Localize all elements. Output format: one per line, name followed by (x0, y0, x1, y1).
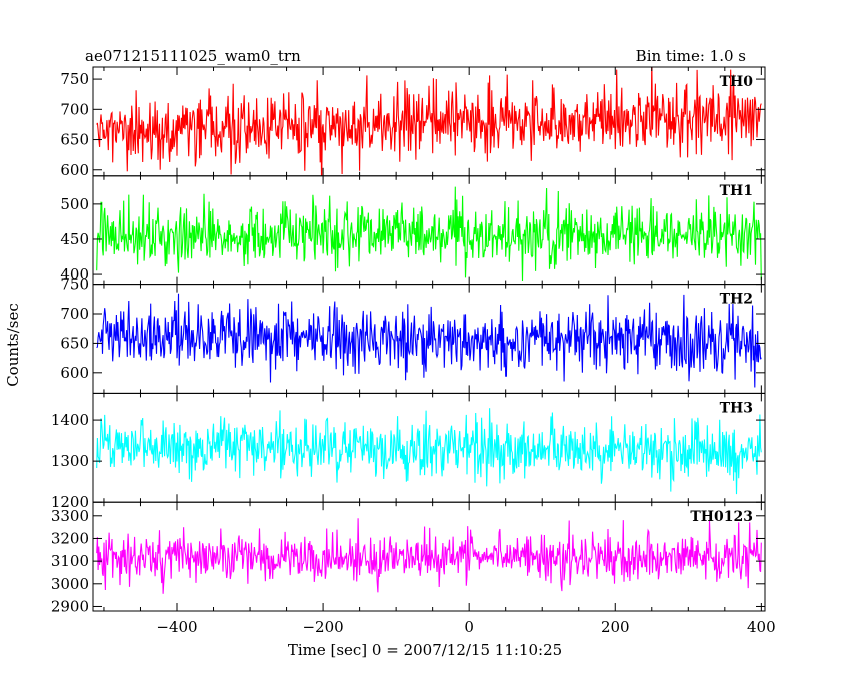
panel-th0123: 2900 3000 3100 3200 3300 TH0123 (51, 501, 766, 615)
y-tick-label: 400 (60, 265, 89, 283)
panels-group: 600 650 700 750 TH0 400 450 500 TH1 600 650 700 750 T… (51, 66, 766, 615)
y-tick-label: 700 (60, 100, 89, 118)
panel-label: TH0 (720, 74, 754, 90)
panel-label: TH3 (720, 400, 753, 416)
panel-frame (92, 66, 766, 177)
y-tick-label: 600 (60, 364, 89, 382)
panel-label: TH2 (720, 292, 753, 308)
y-tick-label: 650 (60, 334, 89, 352)
panel-label: TH1 (720, 183, 753, 199)
bin-time-label: Bin time: 1.0 s (636, 47, 746, 65)
panel-th1: 400 450 500 TH1 (60, 175, 766, 286)
y-axis-label: Counts/sec (4, 303, 22, 387)
panel-frame (92, 501, 766, 612)
x-tick-label: 200 (601, 618, 630, 636)
y-tick-label: 3300 (51, 507, 89, 525)
y-tick-label: 3100 (51, 552, 89, 570)
series-th3 (96, 408, 762, 495)
series-th0 (96, 67, 762, 176)
y-tick-label: 650 (60, 131, 89, 149)
y-tick-label: 500 (60, 195, 89, 213)
series-th1 (96, 186, 762, 282)
x-axis-label: Time [sec] 0 = 2007/12/15 11:10:25 (288, 641, 562, 659)
x-tick-label: −400 (156, 618, 197, 636)
y-tick-label: 450 (60, 230, 89, 248)
y-tick-label: 600 (60, 161, 89, 179)
y-tick-label: 700 (60, 305, 89, 323)
y-tick-label: 3000 (51, 575, 89, 593)
y-tick-label: 1400 (51, 411, 89, 429)
x-tick-label: −200 (302, 618, 343, 636)
y-tick-label: 3200 (51, 529, 89, 547)
x-axis: −400 −200 0 200 400 (156, 618, 775, 636)
x-tick-label: 0 (464, 618, 474, 636)
y-tick-label: 1200 (51, 493, 89, 511)
series-th0123 (96, 518, 762, 594)
panel-th2: 600 650 700 750 TH2 (60, 276, 766, 394)
panel-th3: 1200 1300 1400 TH3 (51, 392, 766, 511)
y-tick-label: 2900 (51, 597, 89, 615)
y-tick-label: 1300 (51, 452, 89, 470)
panel-th0: 600 650 700 750 TH0 (60, 66, 766, 179)
series-th2 (96, 293, 762, 388)
chart-title: ae071215111025_wam0_trn (85, 47, 301, 65)
panel-label: TH0123 (690, 509, 753, 525)
x-tick-label: 400 (747, 618, 776, 636)
y-tick-label: 750 (60, 70, 89, 88)
y-tick-label: 750 (60, 276, 89, 294)
